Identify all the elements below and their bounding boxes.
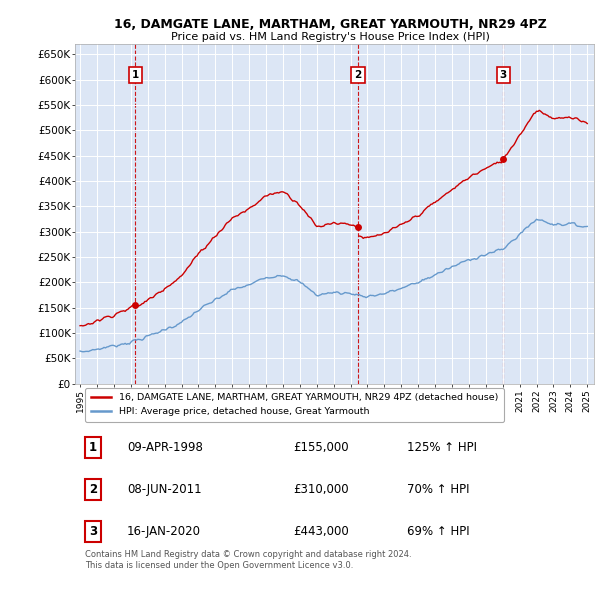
Text: 70% ↑ HPI: 70% ↑ HPI: [407, 483, 470, 496]
Text: 3: 3: [89, 525, 97, 538]
Text: 2: 2: [355, 70, 362, 80]
Text: Price paid vs. HM Land Registry's House Price Index (HPI): Price paid vs. HM Land Registry's House …: [170, 32, 490, 41]
Text: 3: 3: [500, 70, 507, 80]
Text: £443,000: £443,000: [293, 525, 349, 538]
Text: 125% ↑ HPI: 125% ↑ HPI: [407, 441, 477, 454]
Text: 16-JAN-2020: 16-JAN-2020: [127, 525, 201, 538]
Text: 16, DAMGATE LANE, MARTHAM, GREAT YARMOUTH, NR29 4PZ: 16, DAMGATE LANE, MARTHAM, GREAT YARMOUT…: [113, 18, 547, 31]
Text: 08-JUN-2011: 08-JUN-2011: [127, 483, 202, 496]
Text: 1: 1: [89, 441, 97, 454]
Text: 1: 1: [132, 70, 139, 80]
Legend: 16, DAMGATE LANE, MARTHAM, GREAT YARMOUTH, NR29 4PZ (detached house), HPI: Avera: 16, DAMGATE LANE, MARTHAM, GREAT YARMOUT…: [85, 388, 504, 422]
Text: £155,000: £155,000: [293, 441, 349, 454]
Text: Contains HM Land Registry data © Crown copyright and database right 2024.
This d: Contains HM Land Registry data © Crown c…: [85, 550, 412, 570]
Text: £310,000: £310,000: [293, 483, 349, 496]
Text: 2: 2: [89, 483, 97, 496]
Text: 09-APR-1998: 09-APR-1998: [127, 441, 203, 454]
Text: 69% ↑ HPI: 69% ↑ HPI: [407, 525, 470, 538]
